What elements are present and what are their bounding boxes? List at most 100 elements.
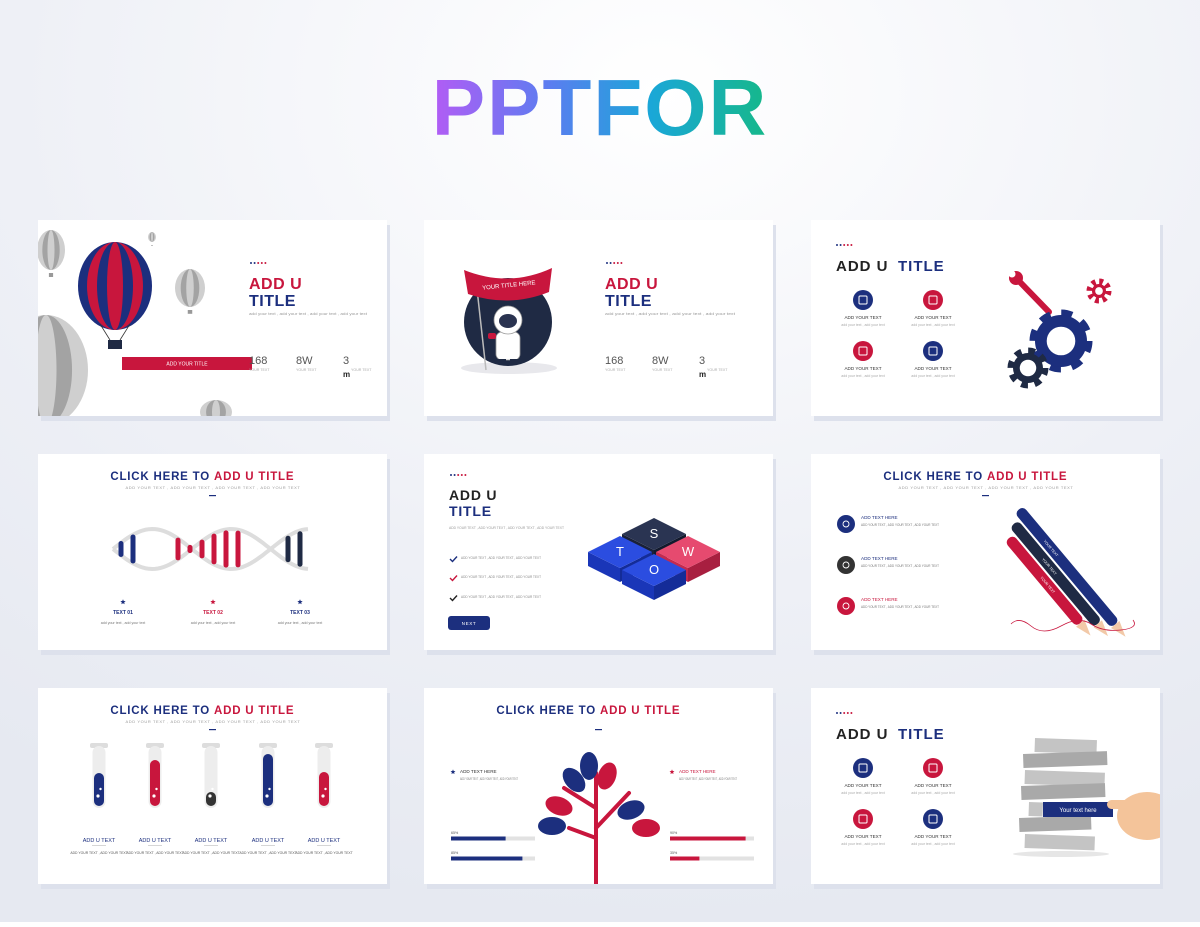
stat-label: YOUR TEXT [351, 368, 372, 372]
item-body: ADD YOUR TEXT , ADD YOUR TEXT , ADD YOUR… [861, 564, 940, 568]
pen [1016, 508, 1118, 626]
tube-cap [315, 743, 333, 748]
bar-label: 85% [451, 851, 459, 855]
balloon-basket [48, 273, 54, 277]
tube-cap [259, 743, 277, 748]
item-label: ADD U TEXT [83, 838, 116, 844]
bubble [96, 794, 100, 798]
dot [620, 262, 623, 264]
item-label: ADD TEXT HERE [861, 597, 898, 602]
item-icon-glyph [928, 295, 938, 305]
item-label: ADD U TEXT [139, 838, 172, 844]
item-label: TEXT 01 [113, 610, 133, 616]
wrench-notch [1008, 270, 1016, 278]
leaf [597, 762, 617, 790]
dot [253, 262, 256, 264]
bubble [99, 787, 102, 791]
dna-bar [297, 531, 303, 567]
item-body: add your text , add your text [191, 621, 236, 625]
item-icon [837, 597, 855, 615]
slide-title: TITLE [605, 293, 652, 310]
pen [1006, 536, 1083, 625]
dot [453, 474, 456, 476]
astronaut-boot [510, 359, 519, 364]
slide-content: ADD U TITLE ADD YOUR TEXT add your text , a… [836, 712, 1160, 857]
slide-title: ADD U [836, 258, 889, 275]
tube-fill [150, 760, 160, 806]
star-icon [210, 599, 216, 605]
divider [148, 845, 162, 846]
slide: CLICK HERE TO ADD U TITLE ADD YOUR TEXT , … [38, 454, 390, 655]
balloon-ropes [99, 323, 131, 341]
slide-title: CLICK HERE TO [496, 705, 596, 717]
check-icon [449, 595, 458, 602]
slide-title: CLICK HERE TO [110, 705, 210, 717]
block [1034, 738, 1097, 755]
item-icon [923, 341, 943, 361]
tube-fill [263, 754, 273, 806]
slide: CLICK HERE TO ADD U TITLE ADD YOUR TEXT , … [811, 454, 1163, 655]
tube-cap [90, 743, 108, 748]
bubble [321, 794, 325, 798]
bubble [324, 787, 327, 791]
item-body: ADD YOUR TEXT , ADD YOUR TEXT , ADD YOUR… [460, 777, 518, 781]
star-icon [450, 769, 456, 775]
item-icon [853, 290, 873, 310]
slide-subtitle: ADD YOUR TEXT , ADD YOUR TEXT , ADD YOUR… [126, 719, 301, 724]
balloon-basket [187, 310, 193, 314]
pen-tip [1110, 620, 1126, 637]
dna-bar [175, 537, 181, 561]
logo: PPTFOR [432, 63, 768, 152]
item-icon [853, 341, 873, 361]
balloon-stripe [186, 269, 194, 307]
leaf [632, 819, 660, 837]
item-body: ADD YOUR TEXT , ADD YOUR TEXT [295, 851, 352, 855]
block [1018, 815, 1092, 832]
dot [450, 474, 452, 476]
block [1024, 833, 1095, 851]
item-label: ADD YOUR TEXT [914, 366, 951, 371]
item-icon-glyph [858, 295, 868, 305]
progress-bar [451, 856, 523, 861]
divider [317, 845, 331, 846]
stat-unit: m [699, 370, 706, 379]
bubble [155, 787, 158, 791]
dna-bar [223, 530, 229, 568]
slide-title: ADD U [449, 487, 497, 503]
swot-letter: O [649, 562, 659, 577]
slide-subtitle: ADD YOUR TEXT , ADD YOUR TEXT , ADD YOUR… [899, 485, 1074, 490]
tag [1043, 802, 1113, 817]
dot [846, 712, 849, 714]
divider [92, 845, 106, 846]
cube-top [622, 518, 686, 550]
slide-title: ADD U TITLE [214, 471, 294, 483]
item-label: ADD U TEXT [252, 838, 285, 844]
item-icon-glyph [842, 520, 850, 528]
stat-value: 3 [343, 355, 349, 367]
button-label: NEXT [462, 621, 477, 626]
item-icon [923, 809, 943, 829]
item-label: TEXT 02 [203, 610, 223, 616]
tube-fill [319, 772, 329, 806]
tube-cap [202, 743, 220, 748]
tube-fill [206, 792, 216, 806]
item-label: ADD YOUR TEXT [914, 783, 951, 788]
cube-top [588, 536, 652, 568]
item-body: add your text , add your text [911, 323, 954, 327]
astronaut-boot [497, 359, 506, 364]
dna-bar [285, 535, 291, 563]
item-label: ADD TEXT HERE [861, 556, 898, 561]
item-body: add your text , add your text [278, 621, 323, 625]
pen [1011, 522, 1100, 626]
item-label: ADD TEXT HERE [460, 769, 497, 774]
bubble [152, 794, 156, 798]
shadow [1013, 851, 1109, 857]
gear-hole [1046, 326, 1076, 356]
slide-title: ADD U [249, 276, 302, 293]
